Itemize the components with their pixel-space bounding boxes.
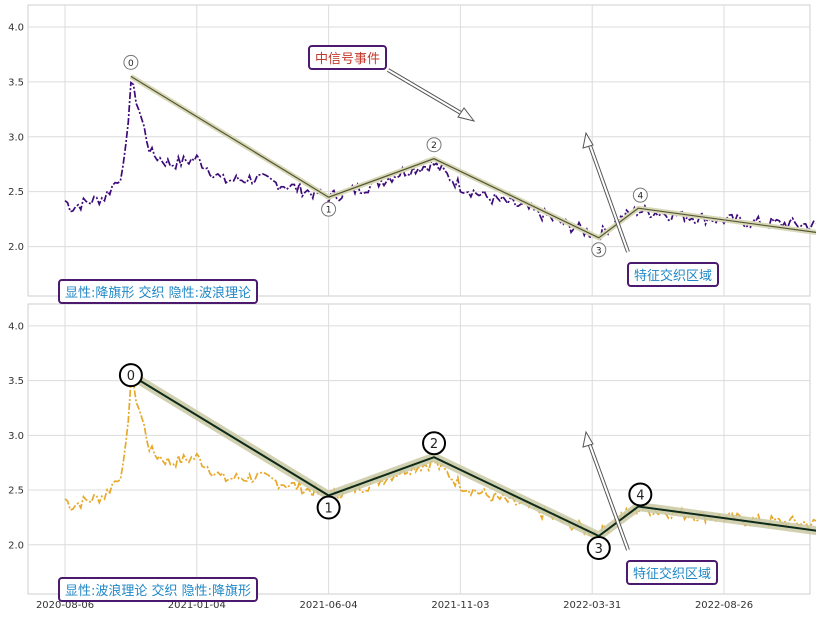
region-arrowhead xyxy=(582,131,594,149)
y-tick-label: 2.0 xyxy=(8,540,24,551)
wave-point-label: 1 xyxy=(324,502,332,517)
pattern-legend-top: 显性:降旗形 交织 隐性:波浪理论 xyxy=(58,279,259,304)
x-tick-label: 2022-08-26 xyxy=(695,600,753,611)
wave-point-marker xyxy=(123,54,139,70)
x-tick-label: 2020-08-06 xyxy=(36,600,94,611)
wave-point-marker xyxy=(628,482,653,507)
y-tick-label: 3.0 xyxy=(8,431,24,442)
wave-line xyxy=(130,75,816,239)
x-tick-label: 2022-03-31 xyxy=(563,600,621,611)
x-tick-label: 2021-06-04 xyxy=(300,600,358,611)
y-tick-label: 3.5 xyxy=(8,77,24,88)
wave-point-label: 0 xyxy=(128,59,134,69)
wave-point-marker xyxy=(586,536,611,560)
y-tick-label: 3.5 xyxy=(8,376,24,387)
plot-area-0 xyxy=(27,4,811,297)
signal-arrow-shaft-inner xyxy=(387,69,467,117)
intertwine-region-callout-bottom: 特征交织区域 xyxy=(626,560,719,585)
plot-area-1 xyxy=(27,303,811,595)
y-tick-label: 2.5 xyxy=(8,187,24,198)
wave-point-label: 2 xyxy=(430,437,438,452)
wave-point-marker xyxy=(422,431,447,456)
wave-point-label: 4 xyxy=(636,488,644,503)
wave-point-marker xyxy=(426,137,442,153)
wave-point-label: 3 xyxy=(595,542,603,557)
region-arrow-shaft-inner xyxy=(587,139,629,253)
y-tick-label: 3.0 xyxy=(8,132,24,143)
signal-event-callout: 中信号事件 xyxy=(308,45,388,70)
wave-point-label: 0 xyxy=(127,369,135,384)
region-arrow-shaft-inner xyxy=(587,439,629,551)
wave-point-marker xyxy=(321,201,337,217)
x-tick-label: 2021-01-04 xyxy=(168,600,226,611)
region-arrowhead xyxy=(582,430,594,448)
signal-arrowhead xyxy=(457,107,476,122)
wave-point-label: 3 xyxy=(596,246,602,256)
wave-point-label: 2 xyxy=(431,141,437,151)
wave-point-label: 1 xyxy=(326,206,332,216)
x-tick-label: 2021-11-03 xyxy=(431,600,489,611)
wave-point-marker xyxy=(632,187,648,203)
y-tick-label: 4.0 xyxy=(8,321,24,332)
wave-point-label: 4 xyxy=(637,192,643,202)
y-tick-label: 4.0 xyxy=(8,22,24,33)
wave-point-marker xyxy=(591,242,607,258)
pattern-legend-bottom: 显性:波浪理论 交织 隐性:降旗形 xyxy=(58,577,259,602)
intertwine-region-callout-top: 特征交织区域 xyxy=(627,262,720,287)
wave-line xyxy=(130,374,816,538)
wave-point-marker xyxy=(118,363,143,388)
wave-point-marker xyxy=(316,495,341,520)
y-tick-label: 2.5 xyxy=(8,486,24,497)
y-tick-label: 2.0 xyxy=(8,242,24,253)
